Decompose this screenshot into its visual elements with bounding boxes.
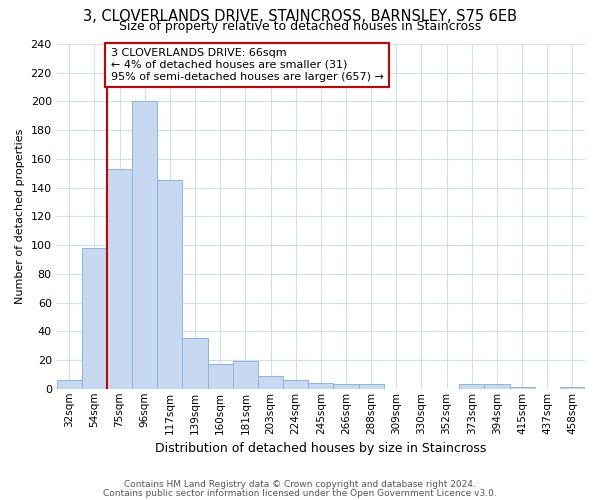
Bar (334, 384, 359, 389)
Bar (560, 388, 585, 389)
Bar (359, 384, 384, 389)
Bar (157, 180, 182, 389)
Text: 3, CLOVERLANDS DRIVE, STAINCROSS, BARNSLEY, S75 6EB: 3, CLOVERLANDS DRIVE, STAINCROSS, BARNSL… (83, 9, 517, 24)
Bar (182, 338, 208, 389)
Y-axis label: Number of detached properties: Number of detached properties (15, 128, 25, 304)
Text: Size of property relative to detached houses in Staincross: Size of property relative to detached ho… (119, 20, 481, 33)
Bar (208, 364, 233, 389)
Bar (283, 380, 308, 389)
Bar (258, 376, 283, 389)
X-axis label: Distribution of detached houses by size in Staincross: Distribution of detached houses by size … (155, 442, 487, 455)
Bar (132, 102, 157, 389)
Bar (56, 380, 82, 389)
Text: Contains public sector information licensed under the Open Government Licence v3: Contains public sector information licen… (103, 489, 497, 498)
Bar (107, 169, 132, 389)
Bar (459, 384, 484, 389)
Text: 3 CLOVERLANDS DRIVE: 66sqm
← 4% of detached houses are smaller (31)
95% of semi-: 3 CLOVERLANDS DRIVE: 66sqm ← 4% of detac… (111, 48, 383, 82)
Bar (509, 388, 535, 389)
Bar (82, 248, 107, 389)
Bar (233, 362, 258, 389)
Text: Contains HM Land Registry data © Crown copyright and database right 2024.: Contains HM Land Registry data © Crown c… (124, 480, 476, 489)
Bar (484, 384, 509, 389)
Bar (308, 383, 334, 389)
